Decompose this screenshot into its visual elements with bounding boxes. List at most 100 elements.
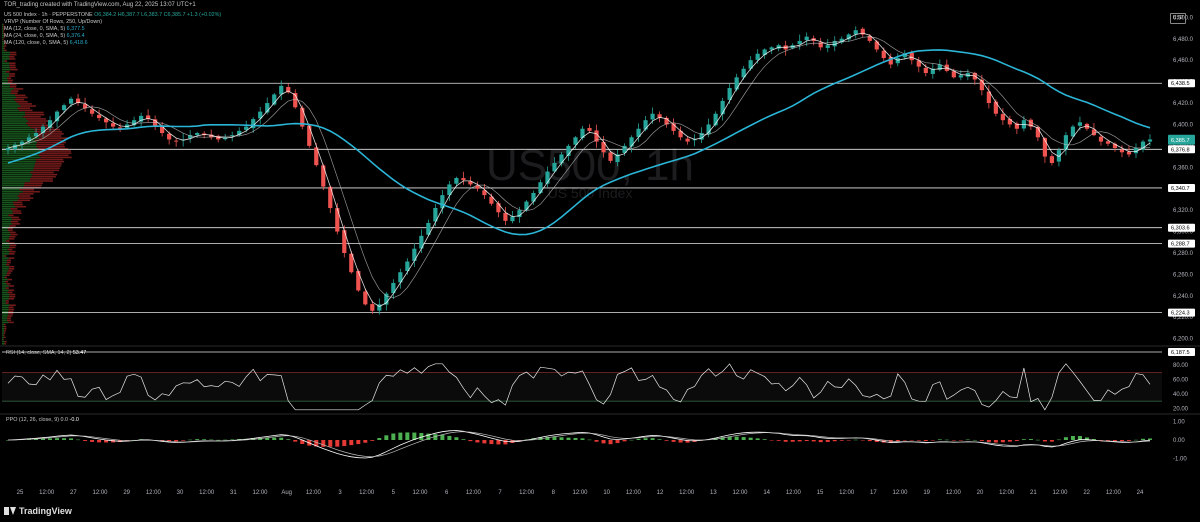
volume-profile-bar xyxy=(3,339,4,341)
candle[interactable] xyxy=(356,271,360,290)
ppo-histogram-bar xyxy=(552,437,556,440)
volume-profile-bar xyxy=(7,77,11,79)
candle[interactable] xyxy=(524,202,528,210)
volume-profile-bar xyxy=(2,157,40,159)
ppo-histogram-bar xyxy=(644,438,648,440)
volume-profile-bar xyxy=(33,170,59,172)
price-axis[interactable]: 6,200.06,220.06,240.06,260.06,280.06,300… xyxy=(1168,15,1195,356)
ppo-histogram-bar xyxy=(76,440,80,441)
candle[interactable] xyxy=(335,208,339,231)
legend-ma-120[interactable]: MA (120, close, 0, SMA, 5) 6,418.6 xyxy=(4,40,88,46)
candle[interactable] xyxy=(461,178,465,180)
ppo-histogram-bar xyxy=(503,440,507,444)
legend-ma-24[interactable]: MA (24, close, 0, SMA, 5) 6,376.4 xyxy=(4,33,85,39)
candle[interactable] xyxy=(307,126,311,146)
candle[interactable] xyxy=(1148,139,1152,141)
candle[interactable] xyxy=(1099,137,1103,142)
candle[interactable] xyxy=(1078,122,1082,125)
candle[interactable] xyxy=(952,71,956,77)
tradingview-logo[interactable]: TradingView xyxy=(4,506,72,516)
volume-profile-bar xyxy=(2,95,15,97)
candle[interactable] xyxy=(805,37,809,40)
candle[interactable] xyxy=(503,213,507,221)
candle[interactable] xyxy=(559,154,563,163)
volume-profile-bar xyxy=(2,129,34,131)
volume-profile-bar xyxy=(7,259,11,261)
time-axis[interactable]: 25 12:00 27 12:00 29 12:00 30 12:00 31 12:00 Aug 12… xyxy=(17,490,1144,496)
volume-profile-bar xyxy=(7,283,11,285)
candle[interactable] xyxy=(826,45,830,48)
legend-symbol[interactable]: US 500 Index · 1h · PEPPERSTONE O6,384.2… xyxy=(4,12,221,18)
candle[interactable] xyxy=(882,51,886,58)
candle[interactable] xyxy=(69,99,73,104)
price-pane[interactable]: US500, 1hUS 500 Index xyxy=(0,24,1200,414)
candle[interactable] xyxy=(756,54,760,60)
candle[interactable] xyxy=(363,291,367,304)
candle[interactable] xyxy=(538,182,542,193)
level-tag-label: 6,303.6 xyxy=(1171,226,1190,232)
volume-profile-bar xyxy=(11,92,18,94)
candle[interactable] xyxy=(111,123,115,126)
candle[interactable] xyxy=(279,86,283,94)
candle[interactable] xyxy=(924,68,928,73)
candle[interactable] xyxy=(6,148,10,150)
candle[interactable] xyxy=(1120,150,1124,153)
volume-profile-bar xyxy=(9,253,15,255)
candle[interactable] xyxy=(798,41,802,44)
candle[interactable] xyxy=(896,58,900,63)
ppo-signal-line[interactable] xyxy=(8,432,1150,457)
candle[interactable] xyxy=(167,134,171,140)
ppo-histogram-bar xyxy=(321,440,325,447)
candle[interactable] xyxy=(510,217,514,222)
candle[interactable] xyxy=(174,141,178,142)
ppo-histogram-bar xyxy=(637,439,641,440)
time-tick-label: 21 xyxy=(1030,490,1037,496)
candle[interactable] xyxy=(650,114,654,120)
candle[interactable] xyxy=(342,230,346,253)
ppo-histogram-bar xyxy=(1148,438,1152,440)
candle[interactable] xyxy=(97,115,101,118)
candle[interactable] xyxy=(643,120,647,129)
rsi-legend[interactable]: RSI (14, close, SMA, 14, 2) 53.47 xyxy=(6,350,86,356)
ppo-label: PPO (12, 26, close, 9) xyxy=(6,417,59,423)
candle[interactable] xyxy=(370,304,374,311)
candle[interactable] xyxy=(685,139,689,142)
candle[interactable] xyxy=(62,105,66,110)
currency-button[interactable]: USD xyxy=(1170,13,1186,24)
ppo-histogram-bar xyxy=(609,440,613,444)
volume-profile-bar xyxy=(10,232,16,234)
candle[interactable] xyxy=(496,203,500,212)
legend-symbol-name: US 500 Index · 1h · PEPPERSTONE xyxy=(4,12,93,18)
candle[interactable] xyxy=(1050,156,1054,163)
candle[interactable] xyxy=(707,124,711,134)
volume-profile-bar xyxy=(9,309,14,311)
candle[interactable] xyxy=(321,165,325,186)
candle[interactable] xyxy=(629,137,633,146)
legend-ma-12[interactable]: MA (12, close, 0, SMA, 5) 6,377.5 xyxy=(4,26,85,32)
rsi-pane[interactable]: 20.0040.0060.0080.00 xyxy=(2,363,1189,412)
ppo-line[interactable] xyxy=(8,431,1150,459)
candle[interactable] xyxy=(1127,152,1131,155)
candle[interactable] xyxy=(454,178,458,184)
rsi-tick-label: 80.00 xyxy=(1173,363,1189,369)
volume-profile-bar xyxy=(2,300,6,302)
candle[interactable] xyxy=(608,153,612,161)
price-tick-label: 6,400.0 xyxy=(1173,122,1194,128)
candle[interactable] xyxy=(1106,141,1110,143)
volume-profile-bar xyxy=(11,217,19,219)
candle[interactable] xyxy=(994,102,998,114)
ppo-histogram-bar xyxy=(756,438,760,440)
time-tick-label: 22 xyxy=(1083,490,1090,496)
candle[interactable] xyxy=(959,75,963,77)
candle[interactable] xyxy=(195,133,199,135)
ppo-pane[interactable]: -1.000.001.00 xyxy=(6,420,1187,463)
legend-vrvp[interactable]: VRVP (Number Of Rows, 250, Up/Down) xyxy=(4,19,102,25)
ppo-histogram-bar xyxy=(959,440,963,441)
rsi-label: RSI (14, close, SMA, 14, 2) xyxy=(6,350,71,356)
candle[interactable] xyxy=(1001,114,1005,120)
ppo-legend[interactable]: PPO (12, 26, close, 9) 0.0 -0.0 xyxy=(6,417,79,423)
volume-profile-bar xyxy=(2,234,11,236)
candle[interactable] xyxy=(587,128,591,131)
candle[interactable] xyxy=(735,77,739,89)
